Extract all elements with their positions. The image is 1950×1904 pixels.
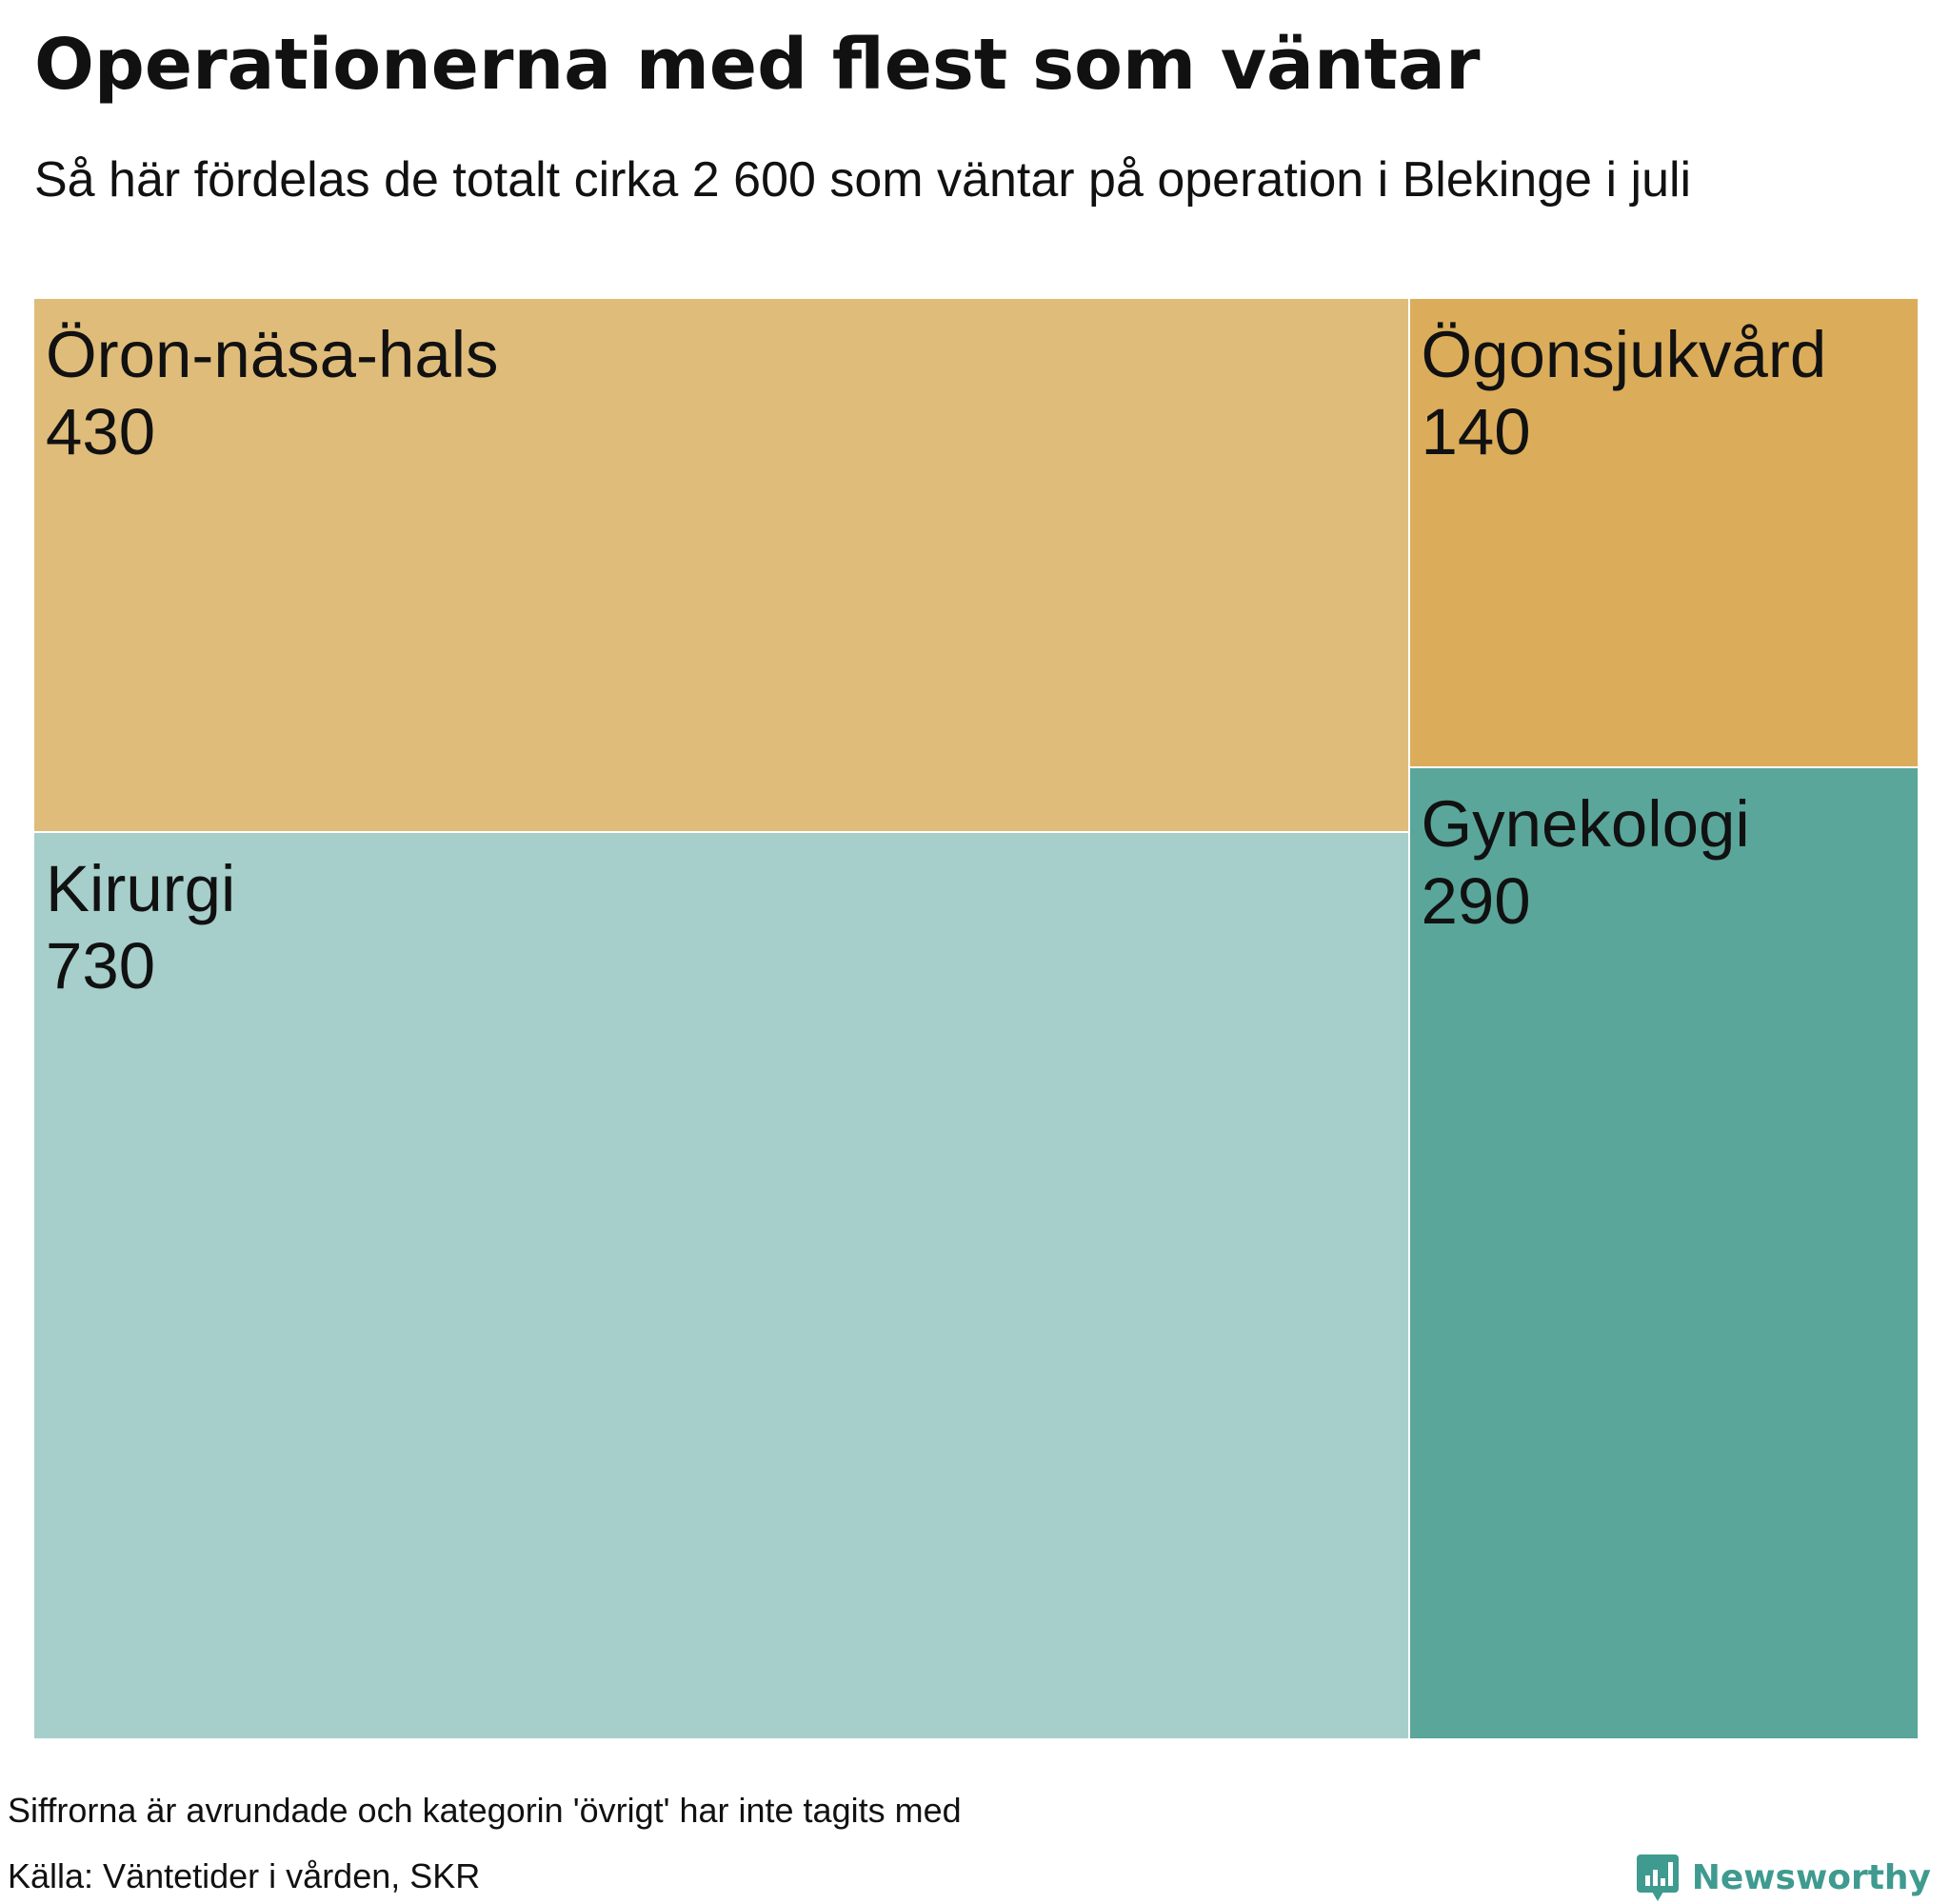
treemap-tile-kirurgi: Kirurgi 730	[33, 832, 1409, 1739]
tile-label: Gynekologi 290	[1422, 785, 1750, 940]
treemap-plot: Öron-näsa-hals 430 Kirurgi 730 Ögonsjukvård 1…	[33, 298, 1919, 1739]
tile-label: Kirurgi 730	[46, 850, 235, 1004]
treemap-tile-oron-nasa-hals: Öron-näsa-hals 430	[33, 298, 1409, 833]
brand-logo: Newsworthy	[1636, 1854, 1931, 1902]
treemap-tile-ogonsjukvard: Ögonsjukvård 140	[1408, 298, 1919, 767]
chart-title: Operationerna med flest som väntar	[34, 24, 1481, 106]
brand-name: Newsworthy	[1691, 1858, 1931, 1897]
tile-value-label: 290	[1421, 863, 1531, 938]
treemap-tile-gynekologi: Gynekologi 290	[1408, 766, 1919, 1739]
chart-subtitle: Så här fördelas de totalt cirka 2 600 so…	[34, 152, 1692, 208]
footnote: Siffrorna är avrundade och kategorin 'öv…	[8, 1791, 962, 1830]
source-credit: Källa: Väntetider i vården, SKR	[8, 1856, 481, 1895]
tile-label: Öron-näsa-hals 430	[46, 316, 499, 470]
tile-category-label: Ögonsjukvård	[1421, 318, 1827, 391]
tile-value-label: 730	[46, 929, 156, 1003]
tile-label: Ögonsjukvård 140	[1422, 316, 1827, 470]
tile-category-label: Kirurgi	[46, 852, 236, 926]
tile-category-label: Gynekologi	[1421, 786, 1750, 861]
newsworthy-logo-icon	[1636, 1854, 1679, 1901]
tile-value-label: 140	[1421, 395, 1531, 468]
tile-value-label: 430	[46, 395, 156, 468]
tile-category-label: Öron-näsa-hals	[46, 318, 499, 391]
